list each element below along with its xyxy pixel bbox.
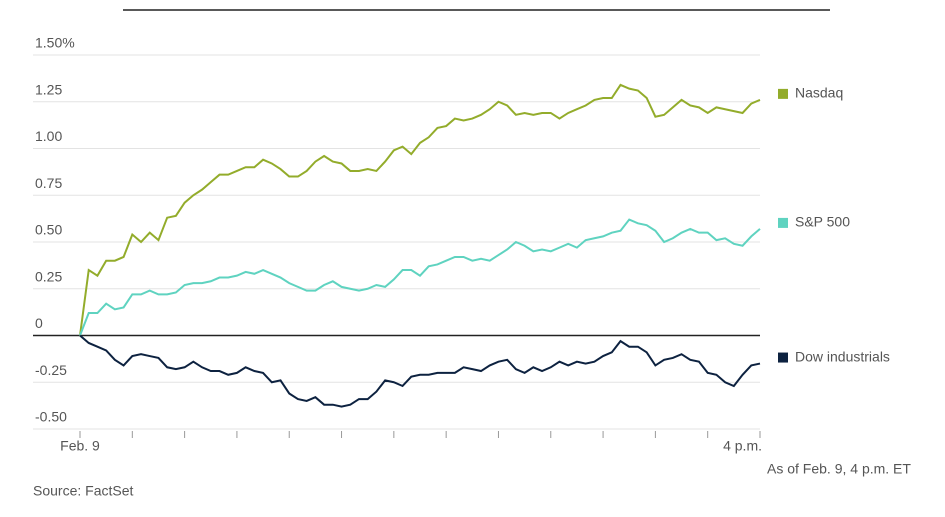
y-tick-label: 0 [35, 315, 43, 331]
series-line [79, 218, 761, 336]
legend-swatch [778, 88, 788, 99]
y-tick-label: 1.25 [35, 81, 62, 97]
note: As of Feb. 9, 4 p.m. ET [767, 461, 911, 477]
legend-label: Nasdaq [795, 85, 843, 101]
source: Source: FactSet [33, 483, 133, 499]
y-tick-label: 1.00 [35, 128, 62, 144]
x-tick-label: 4 p.m. [723, 438, 762, 454]
y-tick-label: 0.75 [35, 175, 62, 191]
legend-label: S&P 500 [795, 214, 850, 230]
legend-swatch [778, 217, 788, 228]
y-tick-label: 0.25 [35, 268, 62, 284]
y-tick-label: -0.50 [35, 409, 67, 425]
legend-swatch [778, 352, 788, 363]
y-tick-label: -0.25 [35, 362, 67, 378]
y-tick-label: 0.50 [35, 222, 62, 238]
legend-label: Dow industrials [795, 348, 890, 364]
series-line [79, 83, 761, 336]
series-line [79, 334, 761, 408]
y-tick-label: 1.50% [35, 35, 75, 51]
x-tick-label: Feb. 9 [60, 438, 100, 454]
